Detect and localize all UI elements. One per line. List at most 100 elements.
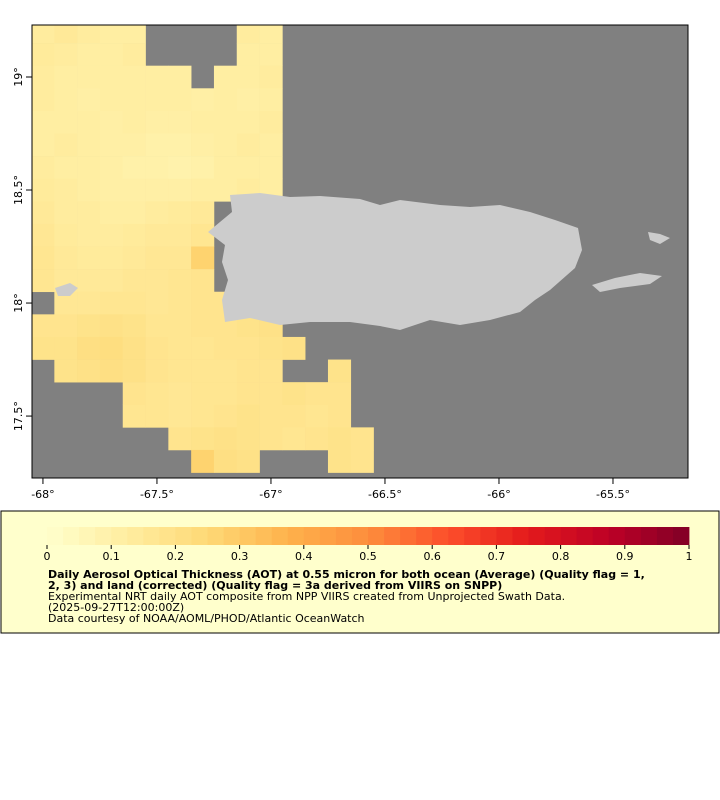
aot-cell: [122, 246, 146, 270]
colorbar-segment: [560, 527, 578, 545]
aot-cell: [259, 156, 283, 180]
aot-cell: [99, 336, 124, 360]
aot-cell: [282, 427, 306, 451]
aot-cell: [236, 314, 260, 338]
aot-cell: [191, 133, 215, 157]
aot-cell: [327, 449, 352, 473]
aot-cell: [236, 427, 260, 451]
aot-cell: [191, 246, 215, 270]
aot-cell: [145, 65, 169, 89]
aot-cell: [32, 269, 55, 293]
colorbar-segment: [656, 527, 674, 545]
aot-cell: [122, 291, 146, 315]
aot-cell: [122, 336, 146, 360]
aot-cell: [99, 223, 124, 247]
aot-cell: [327, 382, 352, 406]
aot-cell: [259, 43, 283, 66]
colorbar-segment: [512, 527, 529, 545]
aot-cell: [191, 110, 215, 134]
aot-cell: [145, 382, 169, 406]
aot-cell: [32, 110, 55, 134]
colorbar-tick-label: 0.3: [231, 550, 249, 563]
aot-cell: [213, 404, 238, 428]
aot-cell: [259, 65, 283, 89]
colorbar-segment: [239, 527, 257, 545]
aot-cell: [305, 427, 329, 451]
aot-cell: [32, 156, 55, 180]
aot-cell: [145, 246, 169, 270]
aot-cell: [32, 25, 55, 44]
colorbar-tick-label: 0.6: [423, 550, 441, 563]
aot-cell: [54, 133, 78, 157]
aot-cell: [77, 25, 101, 44]
aot-cell: [236, 336, 260, 360]
aot-cell: [191, 223, 215, 247]
x-tick-label: -68°: [31, 488, 54, 501]
colorbar-tick-label: 0.4: [295, 550, 313, 563]
aot-cell: [282, 336, 306, 360]
aot-cell: [99, 178, 124, 202]
colorbar-segment: [432, 527, 449, 545]
aot-cell: [259, 427, 283, 451]
aot-cell: [77, 43, 101, 66]
aot-cell: [77, 314, 101, 338]
aot-cell: [259, 25, 283, 44]
y-tick-label: 18°: [12, 293, 25, 313]
aot-cell: [191, 359, 215, 383]
aot-cell: [122, 359, 146, 383]
aot-cell: [54, 223, 78, 247]
aot-cell: [54, 110, 78, 134]
colorbar-segment: [624, 527, 642, 545]
aot-cell: [191, 156, 215, 180]
aot-cell: [122, 156, 146, 180]
colorbar-segment: [640, 527, 658, 545]
aot-cell: [168, 382, 192, 406]
legend-note: Experimental NRT daily AOT composite fro…: [48, 590, 565, 603]
aot-cell: [327, 404, 352, 428]
aot-cell: [77, 88, 101, 112]
aot-cell: [77, 223, 101, 247]
aot-cell: [168, 156, 192, 180]
aot-cell: [168, 110, 192, 134]
aot-cell: [54, 25, 78, 44]
aot-cell: [191, 178, 215, 202]
aot-cell: [54, 359, 78, 383]
aot-cell: [168, 201, 192, 225]
aot-cell: [122, 133, 146, 157]
aot-cell: [32, 65, 55, 89]
aot-cell: [236, 156, 260, 180]
aot-cell: [99, 291, 124, 315]
aot-cell: [191, 88, 215, 112]
aot-cell: [350, 427, 374, 451]
aot-cell: [213, 427, 238, 451]
aot-cell: [122, 223, 146, 247]
aot-cell: [168, 269, 192, 293]
colorbar-segment: [79, 527, 96, 545]
aot-cell: [145, 223, 169, 247]
aot-cell: [213, 65, 238, 89]
aot-cell: [259, 336, 283, 360]
aot-cell: [327, 359, 352, 383]
aot-cell: [259, 359, 283, 383]
aot-cell: [77, 201, 101, 225]
aot-cell: [191, 404, 215, 428]
aot-cell: [168, 336, 192, 360]
aot-cell: [77, 110, 101, 134]
colorbar-segment: [672, 527, 690, 545]
aot-cell: [32, 314, 55, 338]
aot-cell: [191, 382, 215, 406]
legend-title: 2, 3) and land (corrected) (Quality flag…: [48, 579, 502, 592]
aot-cell: [168, 178, 192, 202]
colorbar-segment: [271, 527, 289, 545]
aot-cell: [213, 336, 238, 360]
aot-cell: [191, 449, 215, 473]
aot-cell: [54, 201, 78, 225]
aot-cell: [32, 133, 55, 157]
colorbar-segment: [175, 527, 192, 545]
culebra: [648, 232, 670, 244]
aot-cell: [99, 201, 124, 225]
aot-cell: [54, 246, 78, 270]
aot-cell: [168, 65, 192, 89]
colorbar-segment: [95, 527, 112, 545]
aot-cell: [259, 110, 283, 134]
